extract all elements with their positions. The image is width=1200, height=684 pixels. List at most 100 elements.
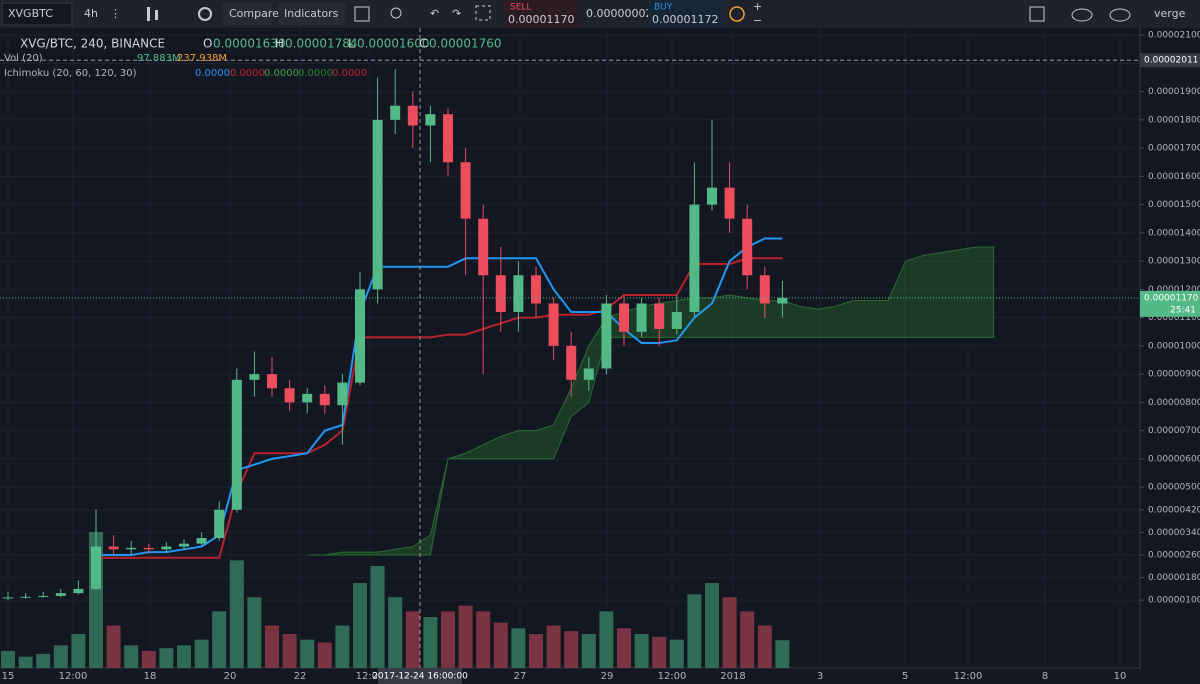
settings-icon[interactable] [198, 7, 212, 21]
x-tick-label: 12:00 [356, 671, 385, 682]
candle-body [214, 509, 225, 539]
x-tick-label: 18 [144, 671, 157, 682]
volume-bar [775, 640, 790, 668]
candle-body [3, 597, 13, 599]
volume-bar [458, 605, 473, 668]
candle-body [777, 297, 788, 304]
plus[interactable]: + [753, 0, 762, 13]
candle-body [495, 275, 506, 312]
candle-body [249, 374, 260, 380]
volume-bar [106, 625, 121, 668]
last-price: 0.00001170 [1144, 293, 1199, 303]
spread: 0.00000002 [586, 7, 652, 20]
candle-body [478, 218, 489, 276]
minus[interactable]: − [753, 14, 762, 27]
volume-bar [493, 622, 508, 668]
interval[interactable]: 4h [84, 7, 98, 20]
compare-button[interactable] [222, 3, 272, 25]
volume-bar [36, 653, 51, 668]
volume-bar [564, 631, 579, 668]
candle-body [161, 546, 172, 550]
candle-body [513, 275, 524, 312]
y-tick-label: 0.00000700 [1148, 426, 1200, 436]
x-tick-label: 10 [1114, 671, 1127, 682]
candle-body [143, 547, 154, 550]
ichimoku-cloud [307, 246, 995, 556]
y-tick-label: 0.00001600 [1148, 172, 1200, 182]
user[interactable]: verge [1154, 7, 1186, 20]
ichimoku-value: 0.0000 [195, 68, 230, 79]
buy-button[interactable] [648, 0, 723, 28]
cloud-load-icon[interactable] [1109, 8, 1131, 22]
volume-bar [687, 594, 702, 668]
crosshair-time: 2017-12-24 16:00:00 [372, 672, 468, 682]
x-tick-label: 15 [2, 671, 15, 682]
x-tick-label: 12:00 [658, 671, 687, 682]
candle-body [654, 303, 665, 329]
buy-price[interactable]: 0.00001172 [652, 13, 718, 26]
sell-label[interactable]: SELL [510, 3, 531, 13]
volume-bar [669, 639, 684, 668]
redo[interactable]: ↷ [452, 7, 461, 20]
y-tick-label: 0.00001500 [1148, 200, 1200, 210]
volume-bar [194, 639, 209, 668]
x-tick-label: 29 [601, 671, 614, 682]
volume-bar [511, 628, 526, 668]
candle-icon[interactable] [147, 7, 150, 21]
info-icon[interactable] [729, 6, 745, 22]
kijun-line [96, 257, 783, 559]
bulb-icon[interactable] [390, 7, 402, 19]
cloud-save-icon[interactable] [1071, 8, 1093, 22]
candle-body [443, 114, 453, 163]
y-tick-label: 0.00001900 [1148, 87, 1200, 97]
candle-body [566, 345, 577, 380]
y-tick-label: 0.00001000 [1148, 341, 1200, 351]
candle-body [531, 275, 541, 304]
crosshair-price-box [1140, 53, 1200, 68]
c-label: C [419, 37, 427, 51]
volume-bar [247, 597, 262, 668]
countdown: 25:41 [1170, 305, 1196, 315]
menu-dots[interactable]: ⋮ [110, 7, 121, 20]
symbol-box[interactable] [1, 2, 73, 26]
sell-price[interactable]: 0.00001170 [508, 13, 574, 26]
legend-title: XVG/BTC, 240, BINANCE [20, 37, 165, 51]
sell-button[interactable] [504, 0, 579, 28]
candle-body [689, 204, 700, 312]
candle-body [91, 546, 101, 589]
candle-icon[interactable] [155, 10, 158, 20]
price-axis-bg [1140, 28, 1200, 668]
volume-bar [388, 597, 403, 668]
layout-icon[interactable] [1029, 6, 1045, 22]
volume-bar [476, 611, 491, 668]
volume-bar [212, 611, 227, 668]
buy-label[interactable]: BUY [654, 3, 673, 13]
o-label: O [203, 37, 212, 51]
volume-bar [353, 583, 367, 668]
volume-bar [423, 617, 438, 668]
volume-bar [405, 611, 420, 668]
alert-icon[interactable] [354, 6, 370, 22]
h-value: 0.00001784 [285, 37, 358, 51]
candle-body [337, 382, 348, 406]
candle-body [407, 105, 418, 126]
y-tick-label: 0.00000800 [1148, 398, 1200, 408]
fullscreen-icon[interactable] [475, 5, 491, 21]
indicators-button[interactable] [278, 3, 346, 25]
volume-bar [617, 628, 631, 668]
y-tick-label: 0.00002100 [1148, 31, 1200, 41]
y-tick-label: 0.00000420 [1148, 505, 1200, 515]
y-tick-label: 0.00000340 [1148, 528, 1200, 538]
y-tick-label: 0.00001100 [1148, 313, 1200, 323]
x-tick-label: 3 [817, 671, 823, 682]
symbol[interactable]: XVGBTC [8, 7, 53, 20]
compare[interactable]: Compare [229, 7, 279, 20]
candle-body [425, 114, 436, 126]
y-tick-label: 0.00000900 [1148, 370, 1200, 380]
indicators[interactable]: Indicators [284, 7, 339, 20]
candle-body [583, 368, 594, 380]
y-tick-label: 0.00000600 [1148, 454, 1200, 464]
undo[interactable]: ↶ [430, 7, 439, 20]
candle-body [548, 303, 559, 346]
y-tick-label: 0.00001200 [1148, 285, 1200, 295]
